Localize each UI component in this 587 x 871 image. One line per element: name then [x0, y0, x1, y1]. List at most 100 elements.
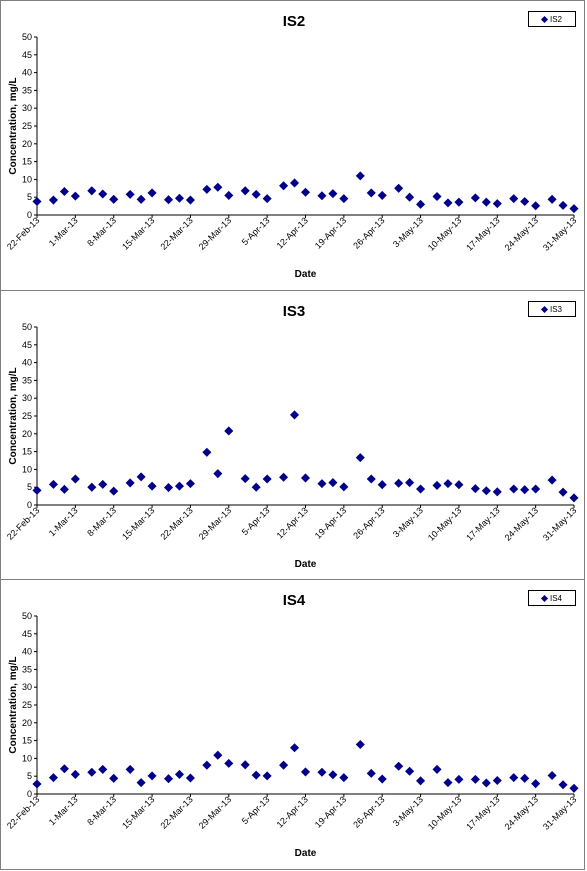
data-point — [443, 198, 453, 208]
data-point — [443, 479, 453, 489]
x-tick-label: 5-Apr-13 — [240, 794, 272, 826]
y-tick-label: 25 — [22, 411, 32, 421]
chart-svg-is2: IS2 0 5 10 15 20 25 30 35 40 45 50 22-Feb-13 1-Mar-13… — [5, 13, 579, 280]
y-tick-label: 30 — [22, 103, 32, 113]
data-point — [251, 770, 261, 780]
data-point — [213, 182, 223, 192]
x-tick-label: 24-May-13 — [503, 215, 540, 252]
chart-title: IS4 — [283, 592, 306, 609]
data-point — [59, 186, 69, 197]
data-point — [558, 200, 568, 210]
x-tick-label: 15-Mar-13 — [120, 215, 156, 251]
data-point — [185, 479, 195, 489]
y-tick-label: 15 — [22, 447, 32, 457]
x-tick-label: 15-Mar-13 — [120, 794, 156, 830]
data-point — [290, 410, 300, 420]
chart-svg-is3: IS3 0 5 10 15 20 25 30 35 40 45 50 22-Feb-13 1-Mar-13… — [5, 303, 579, 570]
data-point — [136, 472, 146, 482]
data-point — [569, 493, 579, 503]
x-tick-label: 22-Mar-13 — [158, 505, 194, 541]
data-point — [509, 194, 519, 204]
data-point — [136, 778, 146, 788]
data-point — [163, 774, 174, 784]
x-tick-label: 31-May-13 — [541, 215, 578, 252]
data-point — [520, 485, 530, 495]
data-point — [174, 481, 184, 491]
x-tick-label: 15-Mar-13 — [120, 505, 156, 541]
data-point — [377, 480, 387, 490]
data-point — [125, 189, 135, 199]
data-point — [240, 760, 250, 770]
x-tick-label: 22-Feb-13 — [5, 215, 41, 251]
data-point — [32, 779, 42, 789]
data-point — [262, 474, 272, 484]
data-point — [300, 187, 311, 197]
data-point — [317, 767, 327, 777]
data-point — [174, 193, 184, 203]
legend-label-is4: IS4 — [549, 593, 562, 603]
data-point — [547, 194, 557, 204]
x-tick-label: 10-May-13 — [426, 794, 463, 831]
data-point — [147, 771, 157, 781]
x-axis-label: Date — [295, 559, 317, 570]
data-point — [432, 191, 442, 202]
data-point — [109, 773, 119, 783]
data-point — [262, 194, 272, 204]
x-tick-label: 29-Mar-13 — [197, 794, 233, 830]
data-point — [136, 194, 146, 204]
data-point — [339, 194, 349, 204]
data-point — [470, 774, 480, 784]
x-tick-label: 3-May-13 — [391, 794, 425, 828]
x-tick-label: 22-Feb-13 — [5, 505, 41, 541]
data-point — [509, 484, 519, 494]
data-point — [70, 474, 80, 484]
data-point — [251, 482, 261, 492]
data-point — [328, 478, 338, 488]
data-point — [109, 194, 119, 204]
data-point — [509, 773, 519, 783]
x-tick-label: 10-May-13 — [426, 215, 463, 252]
x-tick-label: 12-Apr-13 — [275, 505, 310, 540]
data-point — [224, 426, 234, 436]
data-point — [59, 764, 69, 774]
data-point — [317, 191, 327, 201]
data-point — [32, 196, 42, 206]
data-point — [432, 480, 442, 490]
data-point — [48, 195, 58, 205]
legend-is2: IS2 — [528, 11, 576, 27]
x-tick-label: 31-May-13 — [541, 505, 578, 542]
y-tick-label: 25 — [22, 700, 32, 710]
data-point — [240, 474, 250, 484]
data-point — [366, 188, 376, 198]
data-point — [48, 479, 58, 489]
data-point — [547, 475, 557, 485]
data-point — [163, 483, 174, 493]
data-point — [377, 774, 387, 784]
data-point — [262, 771, 272, 781]
y-tick-label: 20 — [22, 718, 32, 728]
data-point — [470, 484, 480, 494]
x-tick-label: 22-Feb-13 — [5, 794, 41, 830]
data-point — [98, 764, 108, 774]
data-point — [174, 769, 184, 779]
data-point — [531, 779, 541, 789]
y-tick-label: 0 — [27, 500, 32, 510]
data-point — [317, 479, 327, 489]
data-point — [202, 447, 212, 457]
x-tick-label: 3-May-13 — [391, 215, 425, 249]
data-point — [185, 195, 195, 205]
data-point — [163, 195, 174, 205]
x-tick-label: 26-Apr-13 — [351, 505, 386, 540]
data-point — [394, 478, 404, 488]
x-tick-label: 1-Mar-13 — [47, 794, 80, 827]
chart-svg-is4: IS4 0 5 10 15 20 25 30 35 40 45 50 22-Feb-13 1-Mar-13… — [5, 592, 579, 859]
data-point — [213, 750, 223, 760]
x-tick-label: 12-Apr-13 — [275, 215, 310, 250]
x-tick-label: 17-May-13 — [464, 794, 501, 831]
x-tick-label: 26-Apr-13 — [351, 794, 386, 829]
data-point — [147, 188, 157, 198]
data-point — [394, 761, 404, 771]
data-point — [492, 487, 502, 497]
data-point — [70, 769, 80, 779]
x-tick-label: 8-Mar-13 — [85, 794, 118, 827]
